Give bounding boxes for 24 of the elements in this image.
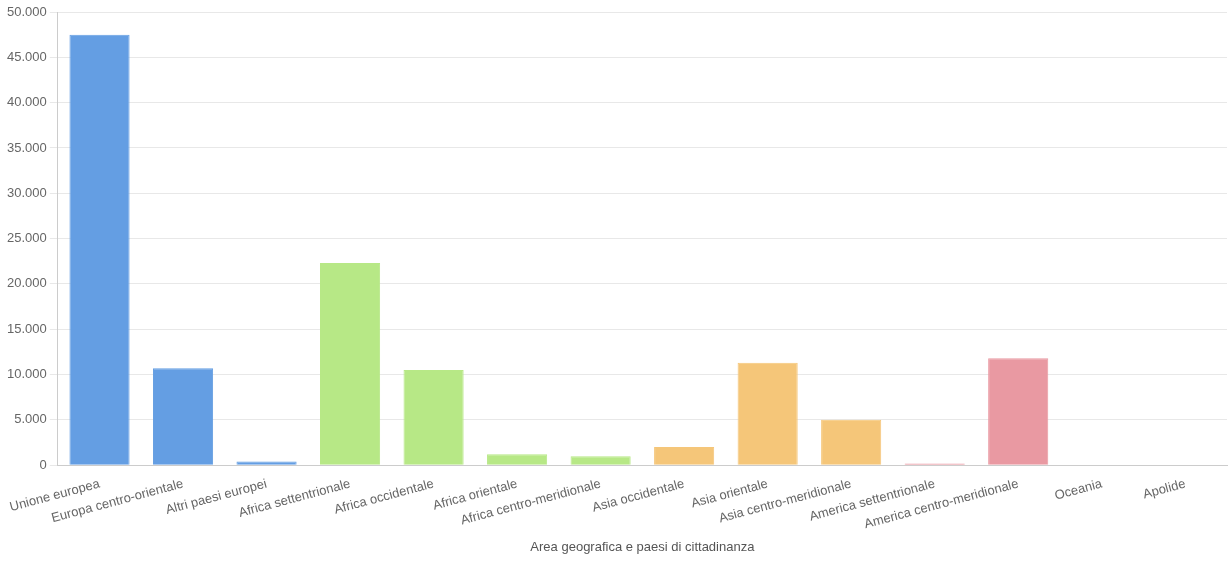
- bar: [737, 362, 798, 465]
- bar: [821, 419, 882, 465]
- y-tick-label: 35.000: [7, 139, 47, 155]
- bar: [69, 34, 130, 465]
- bar: [988, 358, 1049, 465]
- x-tick-label: Apolide: [1141, 475, 1187, 502]
- y-tick-label: 40.000: [7, 94, 47, 110]
- y-tick-label: 10.000: [7, 366, 47, 382]
- bar: [152, 368, 214, 465]
- bar: [487, 454, 548, 465]
- y-tick-label: 30.000: [7, 184, 47, 200]
- x-axis-title: Area geografica e paesi di cittadinanza: [530, 538, 756, 554]
- bar: [570, 456, 631, 465]
- y-tick-label: 15.000: [7, 320, 47, 336]
- bar: [403, 370, 464, 465]
- y-tick-label: 50.000: [7, 3, 47, 19]
- bar: [320, 263, 381, 465]
- y-tick-label: 45.000: [7, 48, 47, 64]
- y-tick-label: 5.000: [14, 411, 47, 427]
- y-tick-label: 25.000: [7, 230, 47, 246]
- x-tick-label: Oceania: [1052, 475, 1105, 503]
- bar: [654, 447, 715, 465]
- y-tick-label: 0: [39, 456, 47, 472]
- y-tick-label: 20.000: [7, 275, 47, 291]
